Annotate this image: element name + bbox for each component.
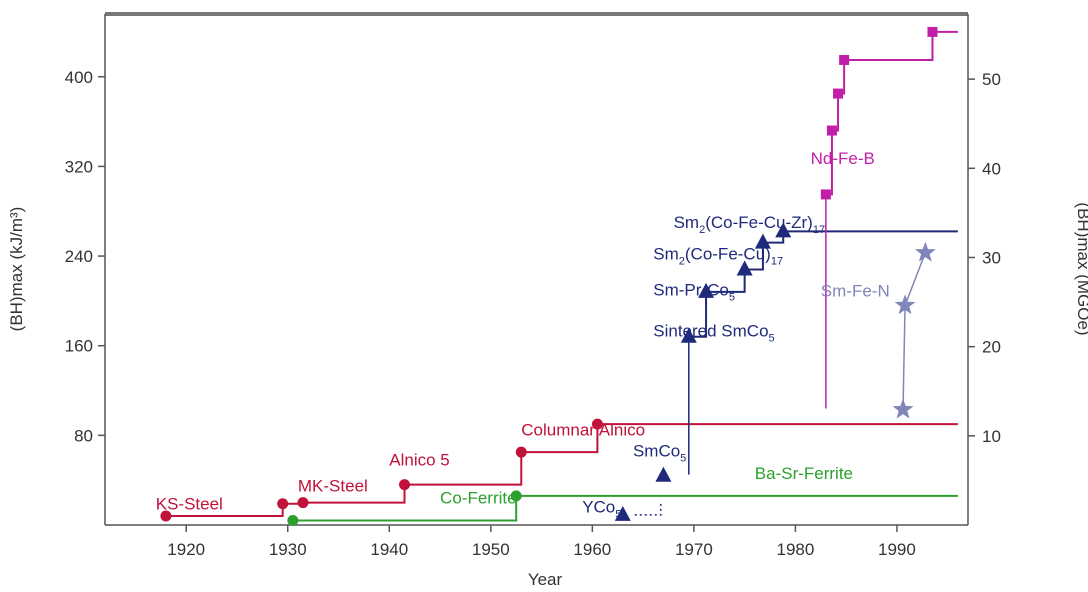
series-layer [160,26,958,527]
label-subscript: 2 [699,224,705,236]
y-left-tick-label: 400 [65,68,93,87]
series-label: MK-Steel [298,476,368,495]
label-subscript: 2 [679,255,685,267]
x-tick-label: 1990 [878,540,916,559]
label-text: MK-Steel [298,476,368,495]
label-text: Ba-Sr-Ferrite [755,464,853,483]
label-text: KS-Steel [156,494,223,513]
triangle-marker [614,505,631,521]
y-left-tick-label: 240 [65,247,93,266]
star-marker [892,398,914,419]
square-marker [820,189,831,200]
label-text: Sintered SmCo [653,322,768,341]
x-tick-label: 1970 [675,540,713,559]
series-label: YCo5 [582,498,621,521]
label-text: YCo [582,498,615,517]
series [287,490,958,527]
label-text: Sm-Pr-Co [653,280,729,299]
square-marker [839,54,850,65]
series [892,241,936,419]
series-line [902,252,927,410]
square-marker [927,26,938,37]
label-subscript: 17 [813,224,825,236]
label-subscript: 5 [680,453,686,465]
series-label: Sm-Fe-N [821,281,890,300]
series-label: Co-Ferrite [440,489,517,508]
y-left-tick-label: 320 [65,157,93,176]
star-marker [914,241,936,262]
label-text: (Co-Fe-Cu-Zr) [705,213,813,232]
series [655,466,672,482]
label-text: Columnar Alnico [521,420,645,439]
label-text: Co-Ferrite [440,489,517,508]
series-label: KS-Steel [156,494,223,513]
y-right-tick-label: 50 [982,70,1001,89]
series [614,505,631,521]
circle-marker [297,497,309,509]
series [160,418,958,522]
x-tick-label: 1940 [370,540,408,559]
label-text: Sm-Fe-N [821,281,890,300]
label-text: Nd-Fe-B [811,149,875,168]
label-subscript: 5 [615,509,621,521]
square-marker [833,88,844,99]
series-label: Sm2(Co-Fe-Cu)17 [653,244,783,267]
triangle-marker [754,233,771,249]
circle-marker [287,515,299,527]
label-text: (Co-Fe-Cu) [685,244,771,263]
square-marker [826,125,837,136]
x-tick-label: 1920 [167,540,205,559]
triangle-marker [736,260,753,276]
series-label: SmCo5 [633,442,686,465]
y-right-tick-label: 20 [982,338,1001,357]
triangle-marker [655,466,672,482]
series-label: Sintered SmCo5 [653,322,774,345]
circle-marker [277,498,289,510]
circle-marker [399,479,411,491]
label-subscript: 5 [729,291,735,303]
series-label: Nd-Fe-B [811,149,875,168]
y-left-tick-label: 160 [65,337,93,356]
y-right-tick-label: 40 [982,159,1001,178]
label-subscript: 17 [771,255,783,267]
x-axis-title: Year [528,570,563,589]
y-axis-right-title: (BH)max (MGOe) [1074,202,1088,335]
yco5-dotted-bracket [634,500,662,516]
circle-marker [160,510,172,522]
x-tick-label: 1980 [776,540,814,559]
y-left-tick-label: 80 [74,426,93,445]
series-label: Ba-Sr-Ferrite [755,464,853,483]
series-label: Sm-Pr-Co5 [653,280,735,303]
label-text: Alnico 5 [389,451,449,470]
y-right-tick-label: 10 [982,427,1001,446]
circle-marker [515,446,527,458]
plot-frame: 1920 1930 1940 1950 1960 1970 1980 199080160240… [65,12,1001,559]
x-tick-label: 1950 [472,540,510,559]
triangle-marker [680,327,697,343]
star-marker [894,294,916,315]
label-text: Sm [674,213,700,232]
y-right-tick-label: 30 [982,248,1001,267]
circle-marker [510,490,522,502]
label-text: SmCo [633,442,680,461]
series-step-line [292,494,958,522]
label-layer: KS-Steel MK-Steel Alnico 5 Columnar Alnico C… [156,149,890,521]
label-subscript: 5 [769,333,775,345]
x-tick-label: 1960 [573,540,611,559]
series-label: Columnar Alnico [521,420,645,439]
y-axis-left-title: (BH)max (kJ/m³) [7,207,26,332]
series [820,26,958,409]
x-tick-label: 1930 [269,540,307,559]
label-text: Sm [653,244,679,263]
series-label: Sm2(Co-Fe-Cu-Zr)17 [674,213,826,236]
series [680,222,958,475]
triangle-marker [698,282,715,298]
circle-marker [591,418,603,430]
triangle-marker [775,222,792,238]
series-label: Alnico 5 [389,451,449,470]
